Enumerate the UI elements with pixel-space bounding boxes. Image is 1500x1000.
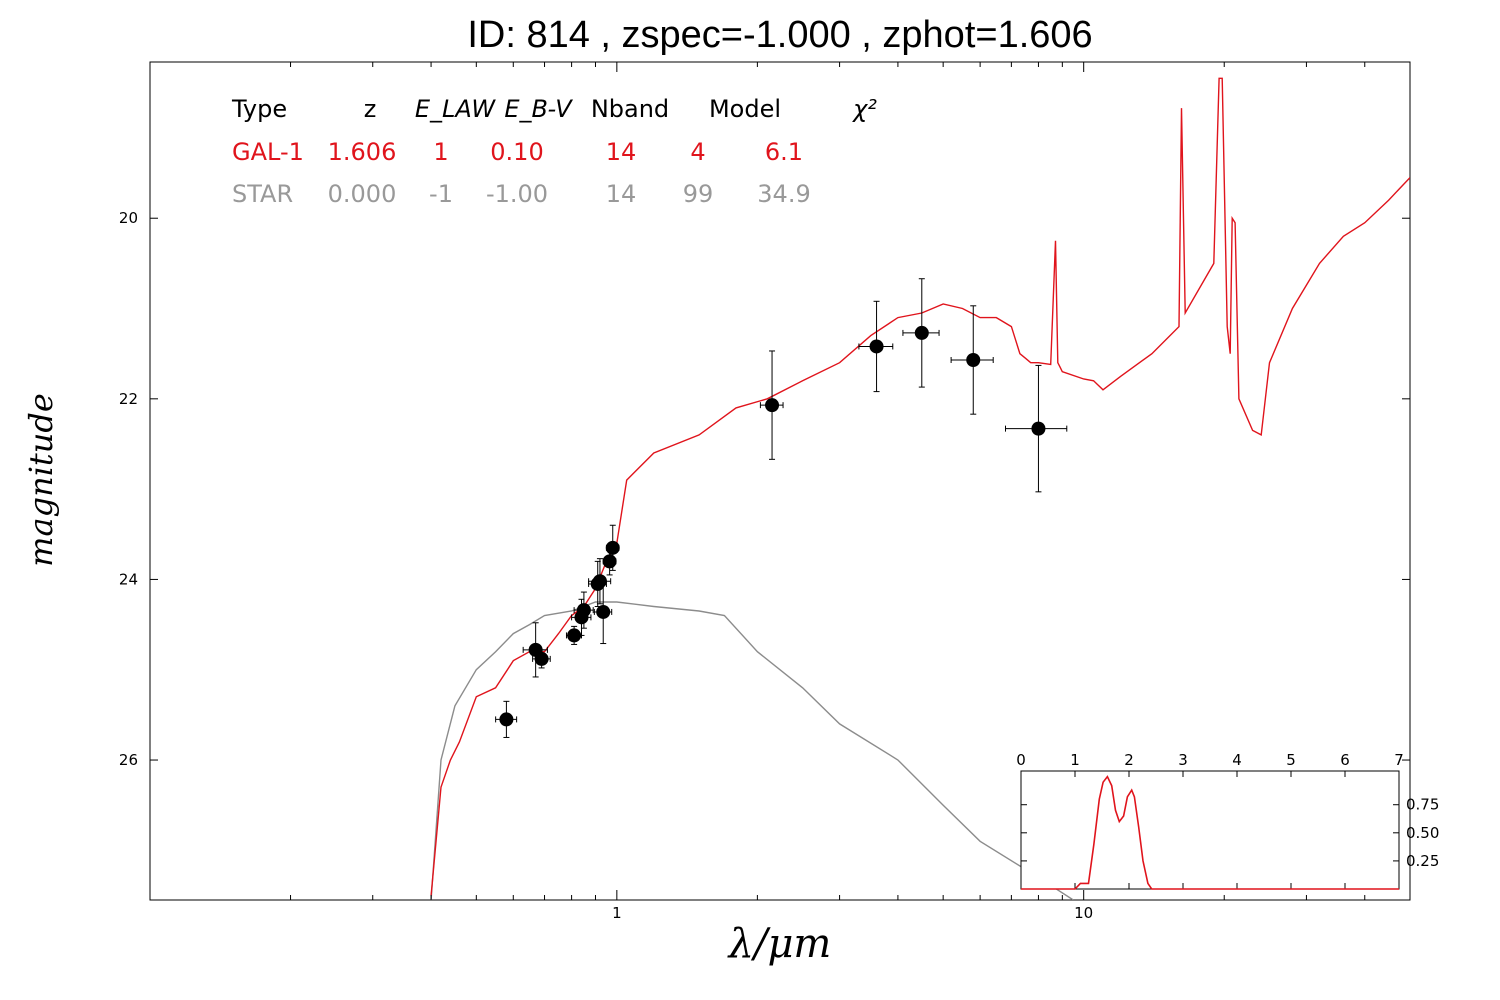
data-point xyxy=(565,625,582,645)
inset-x-tick-label: 5 xyxy=(1286,751,1296,769)
inset-x-tick-label: 6 xyxy=(1340,751,1350,769)
point-marker xyxy=(765,398,780,413)
table-cell-galaxy: 4 xyxy=(690,138,705,166)
data-point xyxy=(605,524,620,571)
point-marker xyxy=(1031,421,1046,436)
inset-y-tick-label: 0.50 xyxy=(1406,824,1439,842)
point-marker xyxy=(605,540,620,555)
table-cell-star: -1.00 xyxy=(486,180,548,208)
table-header: E_B-V xyxy=(504,95,573,123)
inset-y-tick-label: 0.75 xyxy=(1406,796,1439,814)
table-header: E_LAW xyxy=(415,95,497,123)
table-cell-galaxy: GAL-1 xyxy=(232,138,304,166)
table-header: Model xyxy=(709,95,781,123)
point-marker xyxy=(596,604,611,619)
table-header: z xyxy=(364,95,377,123)
table-cell-galaxy: 6.1 xyxy=(765,138,803,166)
point-marker xyxy=(534,651,549,666)
series-star xyxy=(430,601,1074,900)
table-cell-star: 99 xyxy=(683,180,714,208)
data-point xyxy=(858,300,894,393)
y-tick-label: 26 xyxy=(119,751,138,769)
table-cell-star: STAR xyxy=(232,180,293,208)
pz-inset: 0 1 2 3 4 5 6 7 0.25 0.50 0.75 xyxy=(1016,751,1439,890)
point-marker xyxy=(966,352,981,367)
data-point xyxy=(902,278,940,388)
table-header: χ² xyxy=(851,95,877,123)
inset-x-tick-label: 2 xyxy=(1124,751,1134,769)
inset-y-tick-label: 0.25 xyxy=(1406,852,1439,870)
point-marker xyxy=(592,574,607,589)
inset-x-tick-label: 0 xyxy=(1016,751,1026,769)
inset-frame xyxy=(1020,770,1400,890)
y-tick-label: 22 xyxy=(119,390,138,408)
table-cell-galaxy: 1.606 xyxy=(328,138,397,166)
table-header: Type xyxy=(231,95,287,123)
photometry-points xyxy=(495,278,1068,738)
table-cell-star: 34.9 xyxy=(757,180,810,208)
inset-pz-curve xyxy=(1021,775,1399,890)
data-point xyxy=(573,591,594,629)
inset-x-tick-label: 7 xyxy=(1394,751,1404,769)
table-cell-galaxy: 1 xyxy=(433,138,448,166)
point-marker xyxy=(576,603,591,618)
plot-frame xyxy=(149,61,1411,901)
data-point xyxy=(950,305,994,415)
x-tick-label: 10 xyxy=(1074,904,1093,922)
table-cell-galaxy: 14 xyxy=(606,138,637,166)
x-axis-label: λ/μm xyxy=(727,921,832,967)
table-cell-galaxy: 0.10 xyxy=(490,138,543,166)
data-point xyxy=(759,350,784,460)
table-cell-star: 0.000 xyxy=(328,180,397,208)
point-marker xyxy=(499,712,514,727)
inset-x-tick-label: 1 xyxy=(1070,751,1080,769)
data-point xyxy=(1004,364,1068,493)
fit-table: Type z E_LAW E_B-V Nband Model χ² GAL-1 1.606 1 0.… xyxy=(231,95,877,208)
main-plot-frame xyxy=(149,61,1411,901)
data-point xyxy=(495,700,518,738)
table-cell-star: 14 xyxy=(606,180,637,208)
table-cell-star: -1 xyxy=(429,180,453,208)
x-tick-label: 1 xyxy=(612,904,622,922)
point-marker xyxy=(602,554,617,569)
point-marker xyxy=(914,325,929,340)
point-marker xyxy=(869,339,884,354)
inset-x-tick-label: 3 xyxy=(1178,751,1188,769)
chart-title: ID: 814 , zspec=-1.000 , zphot=1.606 xyxy=(467,14,1093,56)
data-point xyxy=(532,649,551,669)
y-tick-label: 20 xyxy=(119,209,138,227)
data-point xyxy=(593,579,613,645)
point-marker xyxy=(567,628,582,643)
y-tick-label: 24 xyxy=(119,570,138,588)
y-axis-label: magnitude xyxy=(22,393,60,567)
inset-x-tick-label: 4 xyxy=(1232,751,1242,769)
table-header: Nband xyxy=(591,95,669,123)
